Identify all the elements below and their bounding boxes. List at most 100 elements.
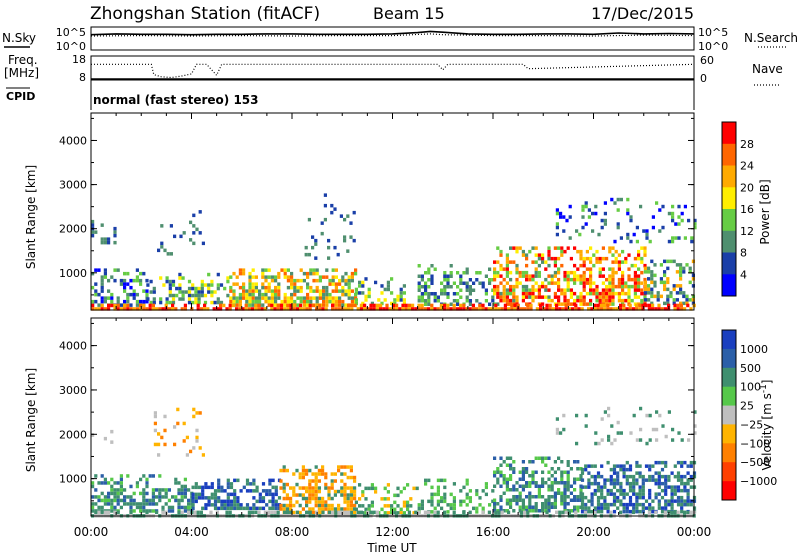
noise-series-sky xyxy=(90,30,695,36)
cpid-text: normal (fast stereo) 153 xyxy=(93,93,259,107)
power-ytick-label: 4000 xyxy=(59,134,87,147)
noise-panel xyxy=(90,30,695,37)
velocity-colorbar-swatch xyxy=(722,367,736,387)
velocity-colorbar-swatch xyxy=(722,424,736,444)
noise-panel-frame xyxy=(90,26,695,51)
freq-panel xyxy=(91,63,695,80)
power-region-5 xyxy=(493,246,564,306)
velocity-colorbar-swatch xyxy=(722,443,736,463)
velocity-ytick-label: 4000 xyxy=(59,340,87,353)
velocity-colorbar-swatch xyxy=(722,348,736,369)
power-colorbar-tick: 8 xyxy=(740,247,747,260)
velocity-colorbar-swatch xyxy=(722,386,736,406)
velocity-colorbar-tick: −100 xyxy=(740,437,770,450)
velocity-region-5 xyxy=(493,456,583,513)
time-tick-label: 08:00 xyxy=(275,525,310,539)
noise-left-tick-bottom: 10^0 xyxy=(56,40,86,53)
velocity-ylabel: Slant Range [km] xyxy=(24,368,38,472)
power-ytick-label: 1000 xyxy=(59,267,87,280)
time-tick-label: 20:00 xyxy=(576,525,611,539)
velocity-colorbar-swatch xyxy=(722,330,736,350)
freq-panel-frame xyxy=(90,55,695,81)
freq-right-label: Nave xyxy=(752,62,783,76)
velocity-colorbar-tick: 500 xyxy=(740,362,761,375)
velocity-colorbar-tick: −25 xyxy=(740,418,763,431)
power-colorbar-tick: 16 xyxy=(740,203,754,216)
power-colorbar-tick: 20 xyxy=(740,181,754,194)
freq-series-nave xyxy=(91,63,695,79)
power-region-3 xyxy=(354,277,406,306)
power-region-1 xyxy=(146,272,230,305)
noise-right-tick-top: 10^5 xyxy=(698,26,728,39)
noise-series-search xyxy=(90,33,695,37)
velocity-colorbar-label-exponent: -1 xyxy=(759,384,769,393)
time-tick-label: 00:00 xyxy=(677,525,712,539)
power-region-7 xyxy=(643,259,695,306)
power-region-8 xyxy=(91,219,117,245)
power-region-9 xyxy=(157,210,205,256)
station-title: Zhongshan Station (fitACF) xyxy=(90,4,320,24)
power-region-10 xyxy=(304,193,356,260)
noise-right-tick-bottom: 10^0 xyxy=(698,40,728,53)
power-region-12 xyxy=(91,303,696,311)
velocity-colorbar-tick: −500 xyxy=(740,456,770,469)
power-colorbar-swatch xyxy=(722,230,736,253)
noise-right-label: N.Search xyxy=(744,31,798,45)
velocity-region-4 xyxy=(417,478,495,514)
velocity-colorbar-swatch xyxy=(722,481,736,501)
velocity-colorbar-tick: 25 xyxy=(740,400,754,413)
power-region-2 xyxy=(229,268,358,307)
power-colorbar-swatch xyxy=(722,165,736,188)
power-colorbar-label: Power [dB] xyxy=(758,179,772,244)
noise-left-label: N.Sky xyxy=(2,31,36,45)
time-tick-label: 00:00 xyxy=(74,525,109,539)
time-tick-label: 16:00 xyxy=(476,525,511,539)
power-colorbar-swatch xyxy=(722,143,736,166)
freq-right-tick-bottom: 0 xyxy=(700,72,707,85)
velocity-colorbar: 1000 500 100 25 −25 −100 −500 −1000 xyxy=(721,329,777,501)
velocity-region-3 xyxy=(354,483,419,515)
velocity-ytick-label: 1000 xyxy=(59,473,87,486)
time-tick-label: 04:00 xyxy=(174,525,209,539)
power-ylabel: Slant Range [km] xyxy=(24,165,38,269)
power-colorbar-tick: 12 xyxy=(740,225,754,238)
noise-left-tick-top: 10^5 xyxy=(56,26,86,39)
velocity-region-8 xyxy=(153,407,205,457)
power-region-6 xyxy=(563,246,647,306)
velocity-ytick-label: 3000 xyxy=(59,384,87,397)
freq-left-tick-top: 18 xyxy=(72,53,86,66)
power-colorbar-swatch xyxy=(722,122,736,145)
power-ytick-label: 2000 xyxy=(59,223,87,236)
velocity-colorbar-tick: 1000 xyxy=(740,343,768,356)
velocity-colorbar-label-main: Velocity [m s xyxy=(760,393,774,470)
power-colorbar-tick: 4 xyxy=(740,268,747,281)
freq-right-tick-top: 60 xyxy=(700,54,714,67)
time-tick-label: 12:00 xyxy=(375,525,410,539)
velocity-colorbar-swatch xyxy=(722,405,736,425)
time-axis: 00:00 04:00 08:00 12:00 16:00 20:00 00:00 xyxy=(74,113,712,539)
power-y-axis: 1000 2000 3000 4000 xyxy=(59,117,694,296)
beam-label: Beam 15 xyxy=(373,4,445,23)
freq-left-tick-bottom: 8 xyxy=(79,71,86,84)
velocity-region-7 xyxy=(91,429,114,444)
power-ytick-label: 3000 xyxy=(59,179,87,192)
power-colorbar-swatch xyxy=(722,209,736,232)
date-label: 17/Dec/2015 xyxy=(591,4,694,23)
velocity-region-1 xyxy=(191,478,282,511)
velocity-colorbar-label: Velocity [m s-1] xyxy=(759,380,774,471)
velocity-region-0 xyxy=(91,474,194,513)
velocity-ytick-label: 2000 xyxy=(59,428,87,441)
velocity-colorbar-tick: 100 xyxy=(740,381,761,394)
freq-left-unit: [MHz] xyxy=(4,66,39,80)
velocity-y-axis: 1000 2000 3000 4000 xyxy=(59,322,694,502)
velocity-heatmap xyxy=(91,406,697,518)
freq-left-label: Freq. xyxy=(8,53,38,67)
power-region-0 xyxy=(91,268,149,307)
velocity-colorbar-frame xyxy=(721,329,737,501)
power-colorbar-swatch xyxy=(722,187,736,210)
velocity-region-6 xyxy=(580,460,697,514)
power-colorbar-tick: 28 xyxy=(740,138,754,151)
power-colorbar-frame xyxy=(721,121,737,297)
velocity-region-9 xyxy=(555,406,697,446)
